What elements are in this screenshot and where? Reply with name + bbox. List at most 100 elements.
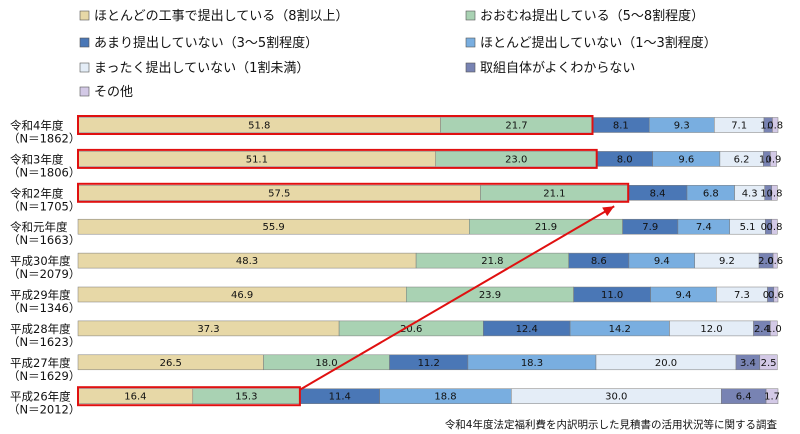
y-axis-labels: 令和4年度（N＝1862） 令和3年度（N＝1806） 令和2年度（N＝1705） 令… — [8, 119, 80, 417]
y-label-year: 令和3年度 — [10, 152, 64, 166]
data-label: 37.3 — [197, 324, 219, 335]
y-label-n: （N＝1346） — [8, 301, 80, 315]
legend: ほとんどの工事で提出している（8割以上） おおむね提出している（5～8割程度） あま… — [79, 8, 717, 100]
data-label: 11.2 — [418, 358, 440, 369]
legend-entry: あまり提出していない（3～5割程度） — [94, 35, 318, 51]
data-label: 8.4 — [650, 188, 666, 199]
data-label: 3.4 — [740, 358, 756, 369]
data-label: 11.0 — [601, 290, 623, 301]
data-label: 0.8 — [767, 121, 783, 132]
legend-entry: おおむね提出している（5～8割程度） — [480, 8, 704, 24]
data-label: 26.5 — [160, 358, 182, 369]
y-label-year: 平成29年度 — [10, 288, 71, 302]
data-label: 0.9 — [761, 222, 777, 233]
data-label: 1.0 — [760, 188, 776, 199]
legend-swatch — [465, 37, 476, 48]
data-label: 2.4 — [754, 324, 770, 335]
bar-segment — [765, 388, 779, 404]
bar-segment — [773, 286, 779, 303]
bar-segment — [770, 151, 777, 167]
data-label: 0.8 — [767, 188, 783, 199]
source-note: 令和4年度法定福利費を内訳明示した見積書の活用状況等に関する調査 — [445, 418, 778, 431]
data-label: 9.4 — [676, 290, 692, 301]
data-label: 5.1 — [740, 222, 756, 233]
bar-segment — [759, 354, 778, 371]
y-label-year: 令和元年度 — [10, 220, 68, 234]
data-label: 6.2 — [734, 154, 750, 165]
data-label: 12.0 — [700, 324, 722, 335]
data-label: 48.3 — [236, 256, 258, 267]
bar-segment — [771, 185, 778, 201]
data-label: 21.9 — [535, 222, 557, 233]
data-label: 11.4 — [329, 392, 351, 403]
data-label: 8.1 — [613, 121, 629, 132]
data-label: 9.4 — [654, 256, 670, 267]
data-label: 18.0 — [315, 358, 337, 369]
y-label-year: 令和2年度 — [10, 186, 64, 200]
highlight-frame — [77, 115, 594, 135]
data-label: 46.9 — [231, 290, 253, 301]
data-label: 8.6 — [591, 256, 607, 267]
data-label: 6.8 — [703, 188, 719, 199]
data-label: 1.0 — [766, 324, 782, 335]
y-label-n: （N＝2079） — [8, 267, 80, 281]
data-label: 21.7 — [505, 121, 527, 132]
data-label: 2.0 — [758, 256, 774, 267]
data-label: 14.2 — [609, 324, 631, 335]
data-label: 30.0 — [605, 392, 627, 403]
data-label: 15.3 — [235, 392, 257, 403]
data-label: 9.2 — [719, 256, 735, 267]
data-label: 23.0 — [505, 154, 527, 165]
y-label-year: 平成26年度 — [10, 390, 71, 404]
y-label-year: 令和4年度 — [10, 119, 64, 133]
data-label: 1.0 — [759, 154, 775, 165]
data-label: 4.3 — [742, 188, 758, 199]
bar-segment — [771, 218, 778, 235]
data-label: 9.3 — [674, 121, 690, 132]
data-label: 9.6 — [678, 154, 694, 165]
legend-entry: まったく提出していない（1割未満） — [94, 60, 309, 76]
trend-arrow — [299, 205, 615, 391]
data-label: 57.5 — [268, 188, 290, 199]
legend-swatch — [465, 62, 476, 73]
data-label: 0.9 — [765, 154, 781, 165]
data-label: 7.9 — [642, 222, 658, 233]
data-label: 0.8 — [767, 222, 783, 233]
arrow-head — [602, 206, 615, 217]
data-label: 0.6 — [767, 256, 783, 267]
data-label: 1.7 — [764, 392, 780, 403]
bar-segment — [772, 252, 778, 269]
bars: 51.8 21.7 8.1 9.3 7.1 1.20.851.1 23.0 8.0 9.6 6.2… — [77, 117, 784, 404]
highlight-frame — [77, 386, 301, 407]
data-label: 21.8 — [481, 256, 503, 267]
bar-segment — [772, 117, 779, 133]
legend-swatch — [79, 37, 90, 48]
legend-entry: ほとんどの工事で提出している（8割以上） — [94, 8, 349, 24]
data-label: 0.9 — [763, 290, 779, 301]
legend-entry: ほとんど提出していない（1～3割程度） — [480, 35, 717, 51]
highlight-frame — [77, 148, 598, 169]
y-label-n: （N＝1705） — [8, 199, 80, 213]
data-label: 20.6 — [400, 324, 422, 335]
legend-swatch — [79, 62, 90, 73]
data-label: 23.9 — [479, 290, 501, 301]
arrow-line — [299, 205, 615, 391]
y-label-n: （N＝1862） — [8, 132, 80, 146]
data-label: 55.9 — [263, 222, 285, 233]
data-label: 7.3 — [734, 290, 750, 301]
data-label: 7.1 — [731, 121, 747, 132]
y-label-n: （N＝1629） — [8, 369, 80, 383]
data-label: 18.8 — [434, 392, 456, 403]
data-label: 51.1 — [246, 154, 268, 165]
data-label: 16.4 — [124, 392, 146, 403]
data-label: 20.0 — [655, 358, 677, 369]
data-label: 6.4 — [736, 392, 752, 403]
data-label: 18.3 — [521, 358, 543, 369]
legend-swatch — [79, 10, 90, 21]
legend-swatch — [79, 86, 90, 97]
highlights — [77, 115, 630, 407]
y-label-year: 平成28年度 — [10, 322, 71, 336]
data-label: 1.2 — [760, 121, 776, 132]
data-label: 7.4 — [696, 222, 712, 233]
